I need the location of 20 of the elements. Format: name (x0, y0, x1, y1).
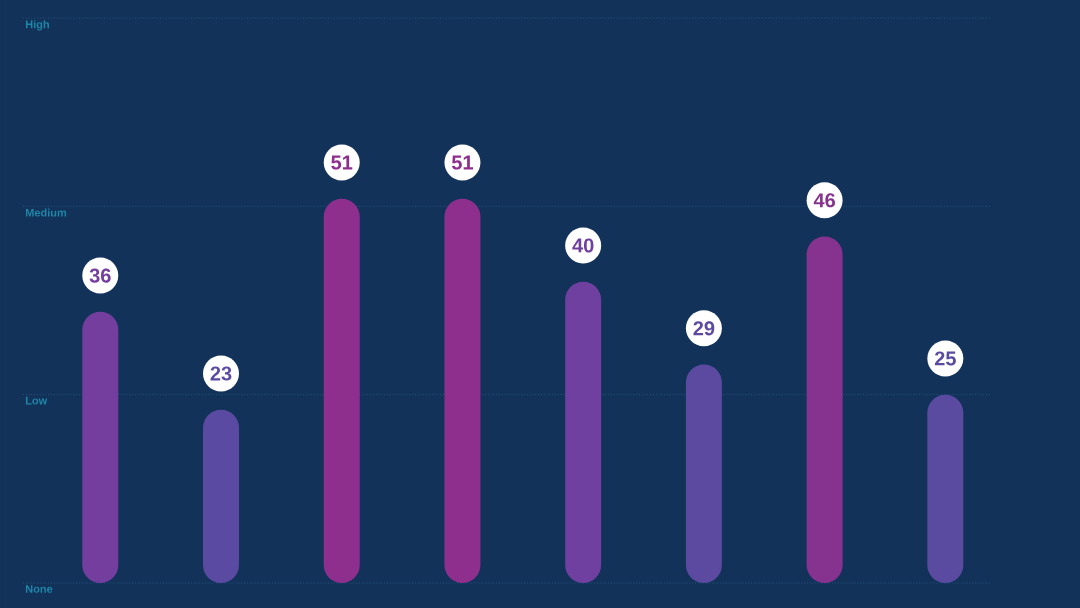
data-label: 40 (572, 238, 594, 253)
data-label: 51 (331, 155, 353, 170)
ref-line-label: Low (25, 396, 48, 405)
bar (444, 198, 481, 583)
data-label: 23 (210, 366, 232, 381)
bar (685, 364, 722, 583)
data-label: 25 (934, 351, 956, 366)
data-label: 29 (693, 321, 715, 336)
data-label: 36 (89, 268, 111, 283)
data-label: 46 (813, 193, 835, 208)
bar (323, 198, 360, 583)
bar (82, 311, 119, 583)
bar (203, 409, 239, 583)
data-label: 51 (451, 155, 474, 170)
ref-line-label: High (25, 20, 49, 31)
bar (806, 236, 843, 583)
bar (565, 281, 602, 583)
ref-line-label: None (25, 585, 53, 593)
bar (927, 394, 964, 583)
ref-line-label: Medium (25, 208, 67, 217)
